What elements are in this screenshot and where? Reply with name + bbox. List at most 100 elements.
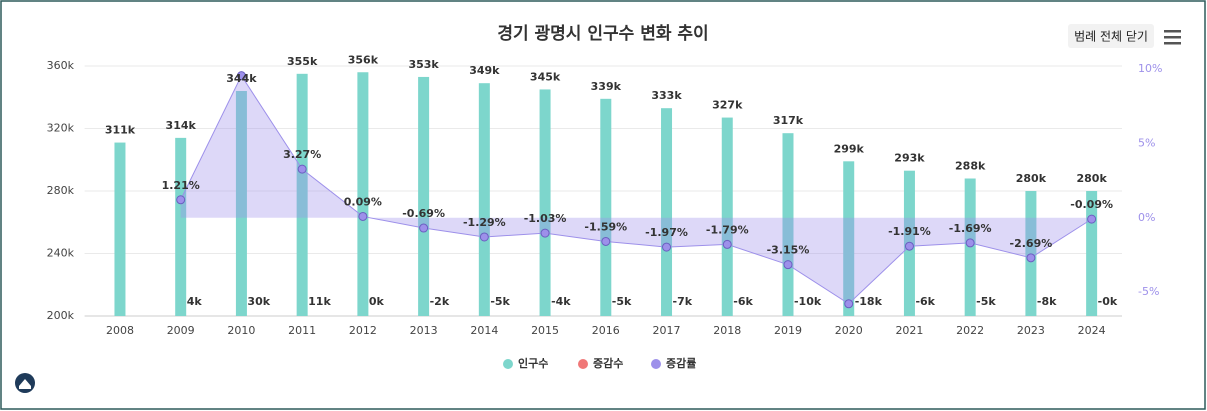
bar-value-label: 299k xyxy=(834,142,865,155)
rate-point xyxy=(1087,214,1097,224)
change-label: 11k xyxy=(308,295,331,308)
bar xyxy=(721,117,733,316)
change-label: -8k xyxy=(1037,295,1057,308)
rate-value-label: 0.09% xyxy=(344,195,382,208)
y2-tick-label: -5% xyxy=(1138,285,1159,298)
rate-point xyxy=(297,164,307,174)
rate-point xyxy=(1026,253,1036,263)
bar-value-label: 280k xyxy=(1016,172,1047,185)
rate-value-label: 3.27% xyxy=(283,148,321,161)
rate-point xyxy=(419,223,429,233)
legend-toggle-button[interactable] xyxy=(1068,24,1154,48)
change-label: -7k xyxy=(673,295,693,308)
rate-point xyxy=(965,238,975,248)
change-label: -18k xyxy=(855,295,883,308)
x-tick-label: 2008 xyxy=(106,324,134,337)
change-label: -6k xyxy=(733,295,753,308)
bar xyxy=(600,98,612,316)
bar xyxy=(357,72,369,316)
rate-value-label: -1.29% xyxy=(463,216,506,229)
bar-value-label: 353k xyxy=(408,58,439,71)
rate-point xyxy=(844,299,854,309)
legend-label: 증감수 xyxy=(593,356,623,370)
bar xyxy=(782,133,794,316)
x-tick-label: 2021 xyxy=(895,324,923,337)
x-tick-label: 2011 xyxy=(288,324,316,337)
x-tick-label: 2019 xyxy=(774,324,802,337)
rate-value-label: -1.97% xyxy=(645,226,688,239)
y2-tick-label: 5% xyxy=(1138,136,1155,149)
rate-area xyxy=(180,75,1092,304)
change-label: -5k xyxy=(976,295,996,308)
legend-label: 증감률 xyxy=(666,356,696,370)
bar-value-label: 317k xyxy=(773,114,804,127)
y-tick-label: 240k xyxy=(47,247,75,260)
x-tick-label: 2023 xyxy=(1017,324,1045,337)
bar-value-label: 344k xyxy=(226,72,257,85)
change-label: -4k xyxy=(551,295,571,308)
rate-point xyxy=(601,236,611,246)
legend-marker xyxy=(503,359,513,369)
change-label: -2k xyxy=(430,295,450,308)
rate-point xyxy=(540,228,550,238)
bar-value-label: 327k xyxy=(712,99,743,112)
change-label: 30k xyxy=(247,295,270,308)
rate-point xyxy=(662,242,672,252)
y-tick-label: 280k xyxy=(47,184,75,197)
y2-tick-label: 0% xyxy=(1138,211,1155,224)
legend-toggle-label[interactable]: 범례 전체 닫기 xyxy=(1074,30,1148,44)
legend-label: 인구수 xyxy=(518,356,548,370)
x-tick-label: 2017 xyxy=(653,324,681,337)
bar xyxy=(843,161,855,316)
x-tick-label: 2022 xyxy=(956,324,984,337)
bar-value-label: 280k xyxy=(1076,172,1107,185)
rate-point xyxy=(236,71,246,81)
bar xyxy=(114,142,126,316)
rate-value-label: -1.69% xyxy=(949,222,992,235)
bar xyxy=(478,83,490,316)
y-tick-label: 360k xyxy=(47,59,75,72)
bar xyxy=(296,73,308,316)
x-tick-label: 2013 xyxy=(410,324,438,337)
x-tick-label: 2016 xyxy=(592,324,620,337)
x-tick-label: 2012 xyxy=(349,324,377,337)
bar xyxy=(1086,191,1098,316)
rate-point xyxy=(358,211,368,221)
x-tick-label: 2015 xyxy=(531,324,559,337)
rate-point xyxy=(176,195,186,205)
rate-value-label: -1.59% xyxy=(584,220,627,233)
rate-value-label: 1.21% xyxy=(162,179,200,192)
bar-value-label: 293k xyxy=(894,152,925,165)
y-tick-label: 320k xyxy=(47,122,75,135)
rate-point xyxy=(783,260,793,270)
bar-value-label: 355k xyxy=(287,55,318,68)
bar-value-label: 288k xyxy=(955,160,986,173)
bar xyxy=(418,76,430,316)
change-label: -5k xyxy=(490,295,510,308)
x-tick-label: 2014 xyxy=(470,324,498,337)
menu-icon[interactable] xyxy=(1164,30,1181,45)
rate-value-label: -1.79% xyxy=(706,223,749,236)
change-label: -10k xyxy=(794,295,822,308)
change-label: -5k xyxy=(612,295,632,308)
y-tick-label: 200k xyxy=(47,309,75,322)
rate-point xyxy=(722,239,732,249)
bar-value-label: 349k xyxy=(469,64,500,77)
x-tick-label: 2010 xyxy=(227,324,255,337)
rate-line xyxy=(180,74,1092,305)
change-label: 0k xyxy=(369,295,385,308)
bar xyxy=(661,108,673,316)
x-tick-label: 2018 xyxy=(713,324,741,337)
x-tick-label: 2009 xyxy=(167,324,195,337)
change-label: 4k xyxy=(187,295,203,308)
rate-value-label: -1.03% xyxy=(524,212,567,225)
bar-value-label: 333k xyxy=(651,89,682,102)
bar-value-label: 314k xyxy=(166,119,197,132)
bar xyxy=(175,137,187,316)
bar xyxy=(539,89,551,316)
bar-value-label: 356k xyxy=(348,53,379,66)
rate-point xyxy=(479,232,489,242)
bar-value-label: 311k xyxy=(105,124,136,137)
change-label: -0k xyxy=(1098,295,1118,308)
